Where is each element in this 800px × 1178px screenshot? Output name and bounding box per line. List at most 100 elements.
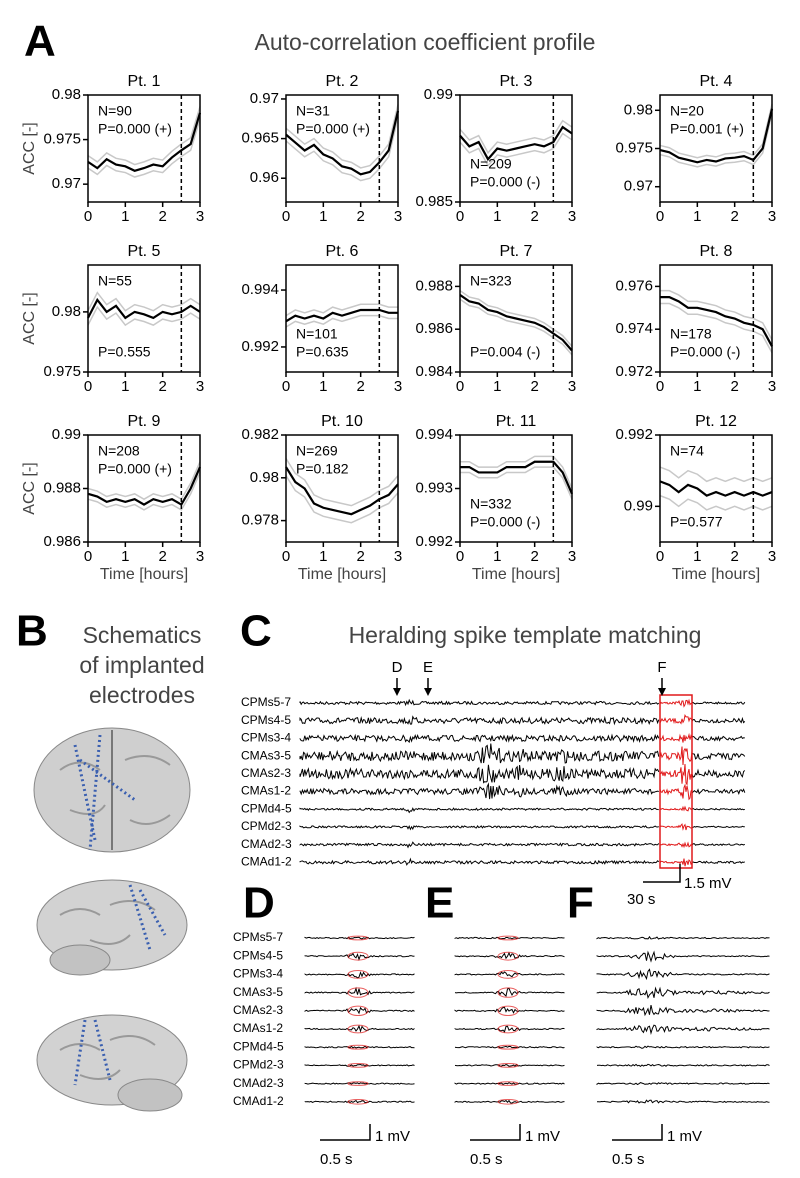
error-band-line [285,104,399,169]
signal-trace [691,860,746,865]
y-tick-label: 0.972 [615,363,653,380]
signal-trace [304,1099,415,1104]
signal-trace [659,783,693,801]
x-tick-label: 3 [768,208,776,225]
y-tick-label: 0.994 [415,426,453,443]
template-match [497,1099,519,1105]
y-tick-label: 0.982 [241,426,279,443]
signal-trace [454,1006,565,1014]
channel-label: CMAd1-2 [241,854,292,868]
signal-trace [299,743,660,764]
x-axis-label: Time [hours] [472,566,560,583]
channel-label: CPMs4-5 [241,713,291,727]
signal-trace [691,768,746,778]
chart-title: Pt. 6 [326,243,359,260]
plot-frame [659,94,773,203]
x-tick-label: 1 [493,548,501,565]
y-tick-label: 0.974 [615,320,653,337]
y-tick-label: 0.986 [43,533,81,550]
x-tick-label: 2 [730,378,738,395]
x-tick-label: 0 [456,208,464,225]
signal-trace [304,936,415,940]
chart-title: Pt. 9 [128,413,161,430]
signal-trace [454,1099,565,1104]
signal-trace [596,1099,770,1104]
signal-trace [659,746,693,766]
channel-label: CMAd1-2 [233,1094,284,1108]
signal-trace [691,825,745,829]
plot-frame [285,264,399,373]
x-tick-label: 3 [394,548,402,565]
signal-trace [596,1045,770,1049]
annotation: N=178 [670,326,712,342]
template-match [497,1063,519,1068]
signal-trace [691,716,746,724]
template-match [347,1044,369,1050]
x-tick-label: 0 [84,208,92,225]
plot-frame [87,264,201,373]
panel-title: Auto-correlation coefficient profile [255,29,596,55]
y-tick-label: 0.986 [415,320,453,337]
y-tick-label: 0.97 [52,175,81,192]
signal-trace [454,1045,565,1049]
y-tick-label: 0.994 [241,281,279,298]
x-tick-label: 1 [319,378,327,395]
y-tick-label: 0.975 [43,363,81,380]
annotation: N=269 [296,443,338,459]
plot-frame [459,264,573,373]
x-tick-label: 2 [730,548,738,565]
channel-label: CPMs4-5 [233,948,283,962]
scale-bar [470,1124,521,1141]
annotation: N=55 [98,273,132,289]
channel-label: CMAs3-5 [241,748,291,762]
annotation: N=332 [470,496,512,512]
template-match [497,987,519,998]
channel-label: CPMs3-4 [241,731,291,745]
signal-trace [659,713,693,725]
error-band-line [460,466,573,500]
signal-trace [596,1063,770,1068]
x-tick-label: 3 [768,378,776,395]
event-arrowhead [424,688,432,696]
chart-title: Pt. 5 [128,243,161,260]
x-tick-label: 1 [319,548,327,565]
signal-trace [659,698,693,708]
signal-trace [454,1063,565,1067]
x-tick-label: 3 [568,208,576,225]
error-band-line [87,472,201,511]
scale-label: 1 mV [375,1128,410,1145]
signal-trace [691,701,746,705]
panel-title: Heralding spike template matching [349,622,702,648]
signal-trace [299,764,660,784]
chart-title: Pt. 10 [321,413,363,430]
error-band-line [659,103,773,159]
x-tick-label: 1 [121,378,129,395]
template-match [497,1024,519,1034]
signal-trace [596,986,770,1000]
y-tick-label: 0.98 [52,303,81,320]
x-tick-label: 3 [196,378,204,395]
annotation: P=0.000 (-) [470,174,540,190]
y-tick-label: 0.992 [241,338,279,355]
error-band-line [87,305,201,327]
y-tick-label: 0.988 [415,277,453,294]
y-tick-label: 0.98 [250,469,279,486]
signal-trace [691,735,745,742]
signal-trace [299,841,660,849]
plot-frame [87,434,201,543]
x-tick-label: 2 [530,548,538,565]
error-band-line [659,466,773,483]
signal-trace [691,807,745,811]
event-marker-label: E [423,659,433,676]
y-tick-label: 0.97 [624,178,653,195]
signal-trace [454,987,565,997]
chart-title: Pt. 1 [128,73,161,90]
brain-top [33,727,191,853]
signal-trace [659,841,693,849]
y-tick-label: 0.992 [615,426,653,443]
chart-title: Pt. 11 [496,413,537,430]
x-tick-label: 2 [158,208,166,225]
template-match [497,1005,519,1016]
channel-label: CPMd4-5 [233,1039,284,1053]
x-tick-label: 1 [493,378,501,395]
